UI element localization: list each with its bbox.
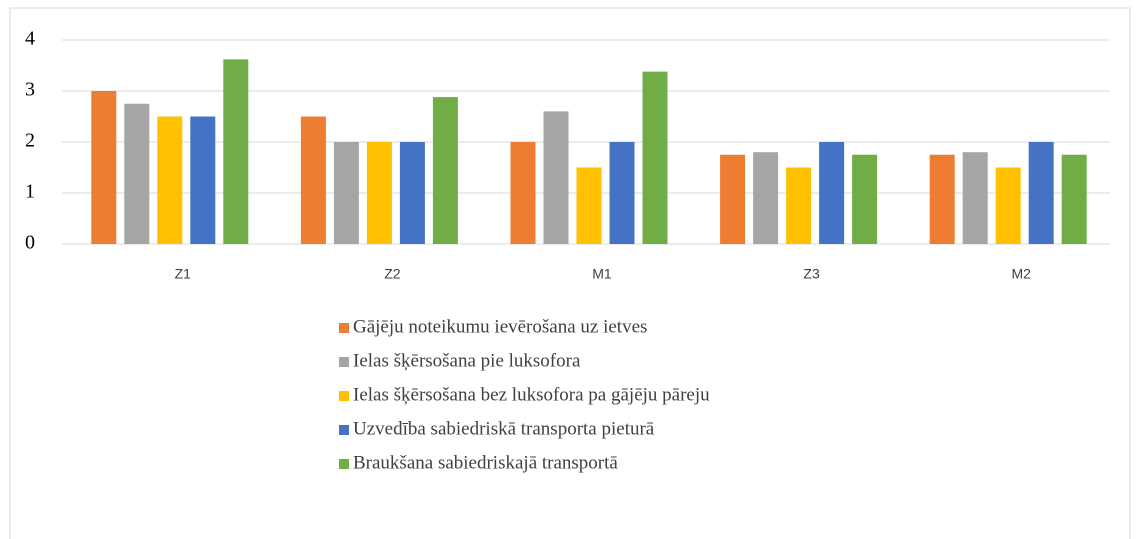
- legend-swatch: [339, 357, 349, 367]
- legend-label: Uzvedība sabiedriskā transporta pieturā: [353, 418, 655, 439]
- bar: [995, 167, 1021, 244]
- bar: [543, 111, 569, 245]
- chart-frame: [9, 7, 1131, 539]
- bar: [609, 142, 635, 244]
- x-tick-label: M2: [1011, 266, 1031, 282]
- y-tick-label: 3: [25, 79, 35, 101]
- bar: [399, 142, 425, 244]
- y-tick-label: 2: [25, 130, 35, 152]
- legend-swatch: [339, 391, 349, 401]
- x-tick-label: Z1: [175, 266, 192, 282]
- bar: [333, 142, 359, 244]
- bar: [366, 142, 392, 244]
- bar: [720, 154, 746, 244]
- bar: [300, 116, 326, 244]
- x-tick-label: Z2: [384, 266, 401, 282]
- bar: [576, 167, 602, 244]
- x-tick-label: M1: [592, 266, 612, 282]
- x-tick-label: Z3: [803, 266, 820, 282]
- legend-swatch: [339, 459, 349, 469]
- bar: [190, 116, 216, 244]
- bar: [91, 91, 117, 244]
- bar: [929, 154, 955, 244]
- bar: [962, 152, 988, 244]
- y-tick-label: 0: [25, 232, 35, 254]
- bar: [642, 71, 668, 245]
- bar: [510, 142, 536, 244]
- legend-label: Ielas šķērsošana pie luksofora: [353, 350, 581, 371]
- bar: [1028, 142, 1054, 244]
- bar: [157, 116, 183, 244]
- legend-label: Braukšana sabiedriskajā transportā: [353, 452, 618, 473]
- y-tick-label: 1: [25, 181, 35, 203]
- bar: [1061, 154, 1087, 244]
- y-tick-label: 4: [25, 28, 35, 50]
- legend-swatch: [339, 425, 349, 435]
- bar: [223, 59, 249, 244]
- bar: [819, 142, 845, 244]
- legend-swatch: [339, 323, 349, 333]
- legend-label: Ielas šķērsošana bez luksofora pa gājēju…: [353, 384, 710, 405]
- legend-label: Gājēju noteikumu ievērošana uz ietves: [353, 316, 647, 337]
- bar: [432, 97, 458, 245]
- bar: [786, 167, 812, 244]
- bar: [753, 152, 779, 244]
- bar: [124, 103, 150, 244]
- bar: [852, 154, 878, 244]
